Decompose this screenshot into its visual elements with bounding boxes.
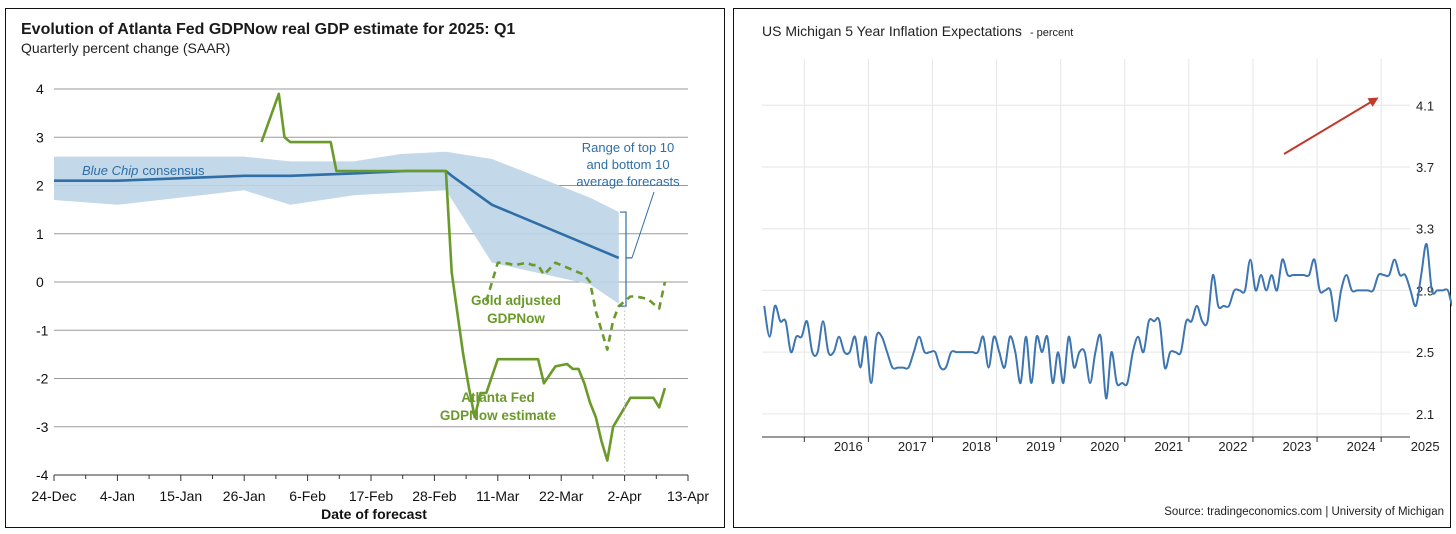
michigan-series-line	[763, 243, 1452, 400]
gold-gdpnow-annotation-line: Gold adjusted	[471, 293, 561, 308]
gdpnow-x-tick-label: 15-Jan	[159, 488, 202, 504]
red-arrow-annotation	[1283, 97, 1379, 155]
gdpnow-y-tick-label: 0	[36, 274, 44, 290]
range-leader-line	[631, 191, 655, 259]
range-annotation-line: Range of top 10	[582, 140, 675, 155]
michigan-y-tick-label: 2.5	[1416, 345, 1434, 360]
michigan-x-tick-label: 2017	[898, 439, 927, 454]
gdpnow-x-axis-label: Date of forecast	[321, 506, 427, 522]
michigan-chart: US Michigan 5 Year Inflation Expectation…	[762, 23, 1452, 518]
gdpnow-y-tick-label: 4	[36, 81, 44, 97]
michigan-y-tick-label: 2.1	[1416, 407, 1434, 422]
michigan-x-tick-label: 2018	[962, 439, 991, 454]
michigan-x-tick-label: 2024	[1347, 439, 1376, 454]
gold-gdpnow-annotation-line: GDPNow	[487, 311, 545, 326]
gdpnow-y-tick-label: 3	[36, 129, 44, 145]
michigan-x-tick-label: 2020	[1090, 439, 1119, 454]
gdpnow-x-tick-label: 13-Apr	[667, 488, 709, 504]
gdpnow-x-tick-label: 11-Mar	[476, 488, 520, 504]
range-annotation-line: average forecasts	[576, 174, 680, 189]
gdpnow-y-tick-label: -4	[36, 467, 49, 483]
gdpnow-x-tick-label: 26-Jan	[223, 488, 266, 504]
gdpnow-y-tick-label: -1	[36, 322, 49, 338]
gdpnow-chart-panel: Evolution of Atlanta Fed GDPNow real GDP…	[5, 8, 725, 528]
gdpnow-x-tick-label: 22-Mar	[539, 488, 584, 504]
michigan-x-tick-label: 2023	[1283, 439, 1312, 454]
michigan-y-tick-label: 2.9	[1416, 283, 1434, 298]
gdpnow-y-tick-label: 1	[36, 226, 44, 242]
range-annotation-line: and bottom 10	[586, 157, 669, 172]
michigan-chart-title: US Michigan 5 Year Inflation Expectation…	[762, 23, 1022, 39]
michigan-x-tick-label: 2022	[1218, 439, 1247, 454]
michigan-y-tick-label: 3.3	[1416, 222, 1434, 237]
michigan-chart-unit: - percent	[1030, 27, 1073, 39]
gdpnow-x-tick-label: 4-Jan	[100, 488, 135, 504]
michigan-x-tick-label: 2019	[1026, 439, 1055, 454]
michigan-x-tick-label: 2025	[1411, 439, 1440, 454]
michigan-y-tick-label: 4.1	[1416, 98, 1434, 113]
bluechip-annotation: Blue Chip consensus	[82, 163, 205, 178]
gdpnow-chart: Evolution of Atlanta Fed GDPNow real GDP…	[21, 21, 709, 522]
range-bracket	[620, 211, 632, 307]
gdpnow-y-tick-label: 2	[36, 178, 44, 194]
gdpnow-x-tick-label: 2-Apr	[607, 488, 642, 504]
gdpnow-x-tick-label: 6-Feb	[289, 488, 326, 504]
michigan-x-tick-label: 2021	[1154, 439, 1183, 454]
michigan-chart-panel: US Michigan 5 Year Inflation Expectation…	[733, 8, 1452, 528]
gdpnow-forecast-range-band	[54, 151, 619, 304]
gdpnow-chart-title: Evolution of Atlanta Fed GDPNow real GDP…	[21, 21, 515, 38]
michigan-chart-title-group: US Michigan 5 Year Inflation Expectation…	[762, 23, 1073, 40]
gdpnow-y-tick-label: -3	[36, 419, 49, 435]
gdpnow-annotation-line: Atlanta Fed	[461, 390, 535, 405]
gdpnow-x-tick-label: 24-Dec	[31, 488, 76, 504]
gdpnow-series-gdpnow-line	[260, 92, 667, 462]
bluechip-annotation-name: Blue Chip	[82, 163, 138, 178]
michigan-y-tick-label: 3.7	[1416, 160, 1434, 175]
michigan-x-tick-label: 2016	[834, 439, 863, 454]
gdpnow-chart-subtitle: Quarterly percent change (SAAR)	[21, 40, 230, 56]
gdpnow-x-tick-label: 17-Feb	[349, 488, 394, 504]
gdpnow-x-tick-label: 28-Feb	[412, 488, 457, 504]
gdpnow-annotation-line: GDPNow estimate	[440, 408, 557, 423]
bluechip-annotation-consensus: consensus	[142, 163, 205, 178]
michigan-chart-source: Source: tradingeconomics.com | Universit…	[1164, 506, 1444, 518]
gdpnow-y-tick-label: -2	[36, 371, 49, 387]
